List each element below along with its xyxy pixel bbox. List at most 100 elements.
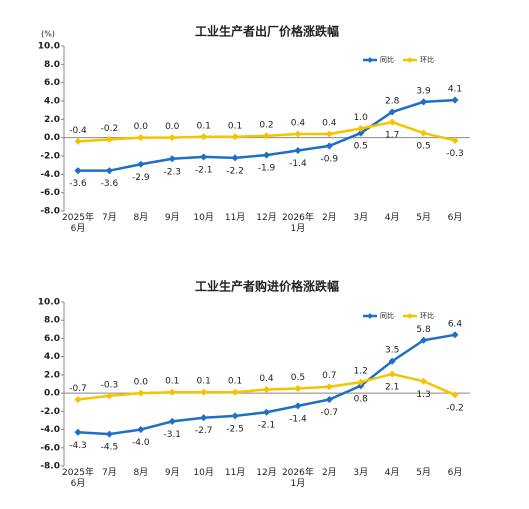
value-label: -1.4 xyxy=(289,414,307,424)
y-tick-label: 4.0 xyxy=(44,352,60,362)
point xyxy=(357,124,365,133)
x-tick-label: 5月 xyxy=(416,213,431,223)
y-tick-label: 2.0 xyxy=(44,115,60,125)
y-tick-label: 6.0 xyxy=(44,78,60,88)
point xyxy=(168,134,176,142)
point xyxy=(231,154,239,162)
value-label: 0.1 xyxy=(197,121,211,131)
value-label: 0.2 xyxy=(259,120,273,130)
value-label: -2.1 xyxy=(258,421,276,431)
value-label: 2.8 xyxy=(385,97,400,107)
point xyxy=(200,133,208,141)
value-label: 1.2 xyxy=(354,367,368,377)
x-tick-label: 12月 xyxy=(256,468,277,478)
value-label: 4.1 xyxy=(448,85,462,95)
legend-marker xyxy=(367,57,373,63)
point xyxy=(105,430,113,438)
value-label: 5.8 xyxy=(416,325,431,335)
value-label: -0.3 xyxy=(101,380,119,390)
value-label: -1.4 xyxy=(289,159,307,169)
legend-marker xyxy=(367,313,373,319)
x-tick-label: 11月 xyxy=(224,468,246,478)
y-tick-label: -2.0 xyxy=(40,152,60,162)
point xyxy=(262,151,271,159)
y-tick-label: -4.0 xyxy=(40,425,60,435)
x-tick-label: 4月 xyxy=(384,468,400,478)
value-label: 0.1 xyxy=(165,377,179,387)
point xyxy=(168,388,176,396)
point xyxy=(137,134,145,142)
value-label: 0.1 xyxy=(228,377,242,387)
point xyxy=(262,132,271,140)
x-tick-label: 5月 xyxy=(416,468,431,478)
point xyxy=(168,417,176,425)
point xyxy=(105,167,113,175)
x-tick-label: 9月 xyxy=(164,468,180,478)
point xyxy=(357,129,365,137)
value-label: -0.2 xyxy=(101,124,119,134)
point xyxy=(231,133,239,141)
point xyxy=(420,336,428,344)
point xyxy=(200,388,208,396)
y-tick-label: 4.0 xyxy=(44,97,60,107)
y-tick-label: 6.0 xyxy=(44,334,60,344)
value-label: -2.3 xyxy=(163,167,181,177)
x-tick-label: 2月 xyxy=(321,213,337,223)
point xyxy=(105,392,113,400)
value-label: 6.4 xyxy=(448,319,463,329)
point xyxy=(74,428,82,436)
x-tick-label: 2025年 6月 xyxy=(62,468,94,489)
point xyxy=(231,388,239,396)
point xyxy=(200,414,208,422)
legend-label: 同比 xyxy=(380,311,394,320)
value-label: -1.9 xyxy=(258,164,276,174)
value-label: -2.7 xyxy=(195,426,213,436)
x-tick-label: 12月 xyxy=(256,213,277,223)
point xyxy=(325,383,333,391)
value-label: -0.9 xyxy=(321,154,339,164)
point xyxy=(137,389,145,397)
point xyxy=(325,142,333,150)
value-label: 3.9 xyxy=(416,86,431,96)
x-tick-label: 3月 xyxy=(353,213,369,223)
value-label: 2.1 xyxy=(385,382,399,392)
x-tick-label: 6月 xyxy=(447,213,463,223)
value-label: -3.6 xyxy=(69,179,87,189)
chart-title: 工业生产者出厂价格涨跌幅 xyxy=(195,24,339,39)
point xyxy=(357,378,365,386)
value-label: 0.7 xyxy=(322,371,336,381)
point xyxy=(137,426,145,434)
y-axis-label: (%) xyxy=(41,30,55,39)
value-label: 0.5 xyxy=(291,373,305,383)
value-label: -0.4 xyxy=(69,126,87,136)
point xyxy=(294,146,302,155)
x-tick-label: 4月 xyxy=(384,213,400,223)
y-tick-label: -4.0 xyxy=(40,170,60,180)
point xyxy=(420,377,428,385)
x-tick-label: 2025年 6月 xyxy=(62,213,94,234)
point xyxy=(74,395,82,404)
point xyxy=(262,385,271,394)
legend-label: 同比 xyxy=(380,55,394,64)
value-label: -4.0 xyxy=(132,438,150,448)
point xyxy=(294,402,302,410)
value-label: 0.4 xyxy=(291,119,306,129)
point xyxy=(388,370,396,378)
x-tick-label: 9月 xyxy=(164,213,180,223)
point xyxy=(231,412,239,420)
x-tick-label: 8月 xyxy=(133,213,149,223)
value-label: 0.4 xyxy=(322,119,337,129)
value-label: 0.1 xyxy=(228,121,242,131)
value-label: 0.0 xyxy=(134,378,149,388)
chart-title: 工业生产者购进价格涨跌幅 xyxy=(195,279,339,294)
value-label: -4.3 xyxy=(69,441,87,451)
x-tick-label: 8月 xyxy=(133,468,149,478)
point xyxy=(294,130,302,138)
point xyxy=(420,98,428,106)
x-tick-label: 7月 xyxy=(102,213,117,223)
value-label: -0.3 xyxy=(446,149,464,159)
point xyxy=(388,118,396,126)
point xyxy=(168,155,176,163)
point xyxy=(74,167,82,175)
value-label: -2.5 xyxy=(226,424,244,434)
